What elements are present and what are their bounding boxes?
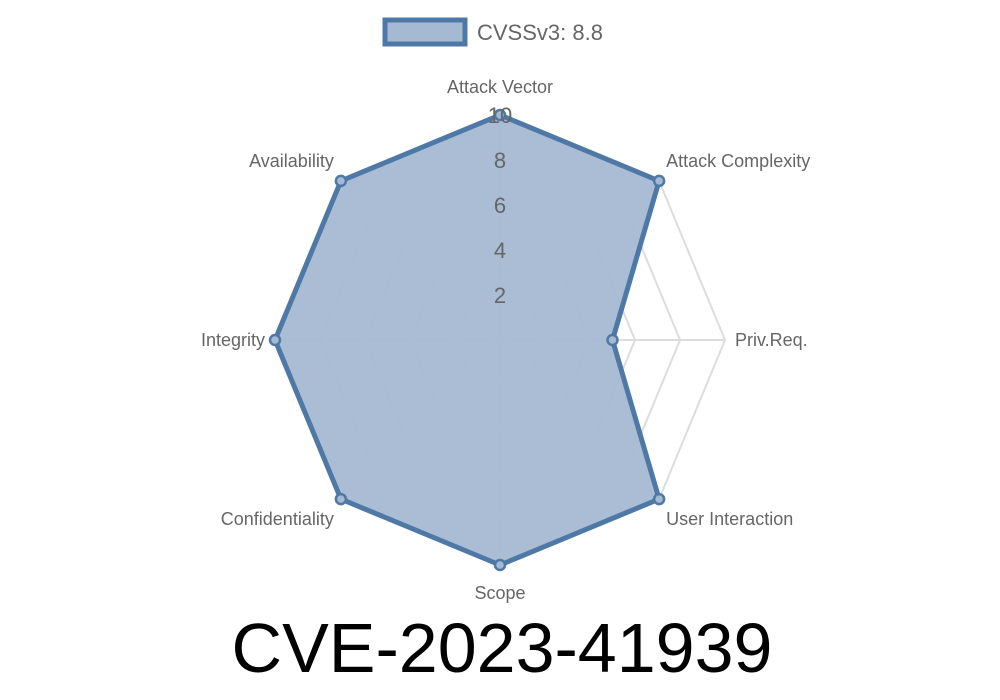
axis-label: Attack Complexity (666, 151, 810, 171)
data-point[interactable] (652, 174, 666, 188)
axis-label: Confidentiality (221, 509, 334, 529)
axis-label: Priv.Req. (735, 330, 808, 350)
axis-label: Integrity (201, 330, 265, 350)
axis-label: Scope (474, 583, 525, 603)
tick-label: 6 (494, 193, 506, 218)
series-area (272, 112, 662, 568)
data-point[interactable] (334, 174, 348, 188)
data-point[interactable] (652, 492, 666, 506)
data-point[interactable] (268, 333, 282, 347)
axis-label: Attack Vector (447, 77, 553, 97)
legend-label: CVSSv3: 8.8 (477, 20, 603, 45)
legend-swatch (382, 17, 468, 47)
axis-label: Availability (249, 151, 334, 171)
radar-series (268, 108, 666, 572)
tick-label: 10 (488, 103, 512, 128)
axis-labels: Attack Vector Attack Complexity Priv.Req. U… (201, 77, 810, 603)
legend[interactable]: CVSSv3: 8.8 (382, 17, 603, 47)
chart-title: CVE-2023-41939 (232, 609, 773, 687)
data-point[interactable] (493, 108, 507, 122)
radial-ticks: 2 4 6 8 10 (488, 103, 512, 308)
axis-label: User Interaction (666, 509, 793, 529)
data-point[interactable] (493, 558, 507, 572)
data-point[interactable] (606, 333, 619, 347)
data-point[interactable] (334, 492, 348, 506)
tick-label: 8 (494, 148, 506, 173)
tick-label: 4 (494, 238, 506, 263)
tick-label: 2 (494, 283, 506, 308)
